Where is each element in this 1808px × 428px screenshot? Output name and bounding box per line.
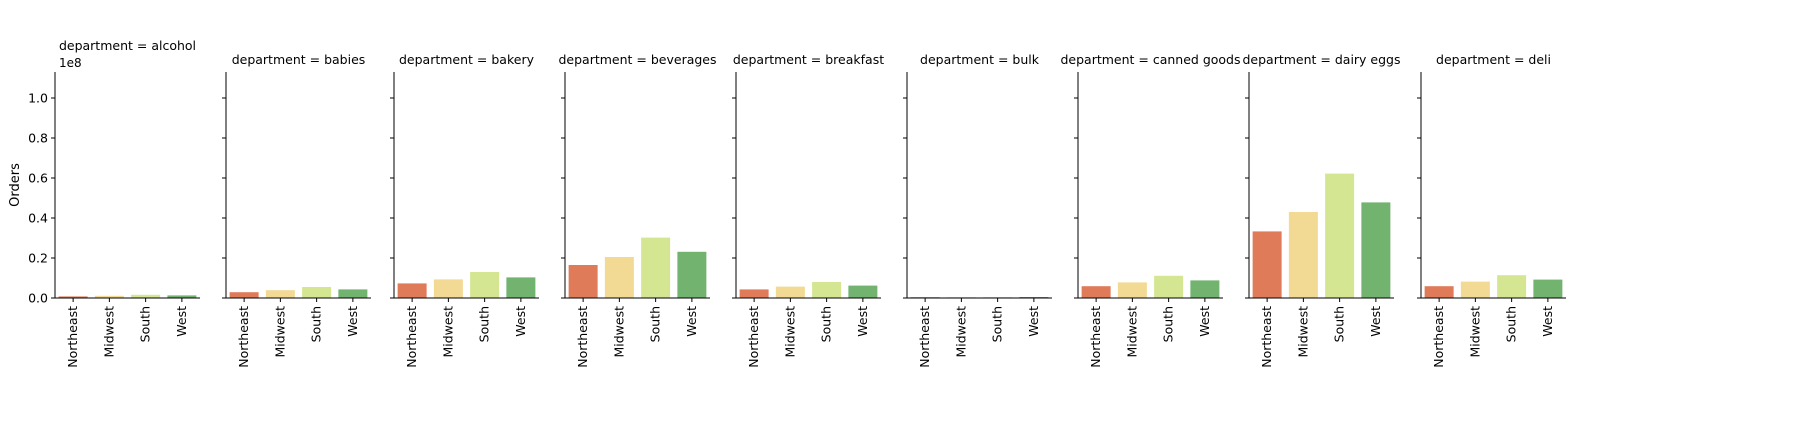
bar — [131, 294, 161, 298]
facet-breakfast: department = breakfast Northeast Midwest So… — [732, 52, 884, 368]
x-tick-label: West — [1540, 306, 1555, 337]
y-tick-label: 0.2 — [28, 251, 48, 266]
bar — [229, 292, 259, 298]
facet-title: department = babies — [232, 52, 366, 67]
bar — [1081, 286, 1111, 298]
x-tick-label: South — [138, 306, 153, 342]
bar — [433, 279, 463, 298]
x-tick-label: South — [819, 306, 834, 342]
facet-babies: department = babies Northeast Midwest South… — [222, 52, 371, 368]
bar — [775, 286, 805, 298]
facet-beverages: department = beverages Northeast Midwest So… — [558, 52, 716, 368]
x-tick-label: South — [648, 306, 663, 342]
x-tick-label: Northeast — [575, 306, 590, 368]
x-tick-label: Midwest — [1295, 306, 1310, 358]
x-tick-label: Northeast — [1259, 306, 1274, 368]
x-tick-label: Midwest — [440, 306, 455, 358]
x-tick-label: South — [477, 306, 492, 342]
bar — [397, 283, 427, 298]
facets: department = alcohol Northeast Midwest Sout… — [28, 38, 1566, 368]
y-tick-label: 0.0 — [28, 291, 48, 306]
bar — [1190, 280, 1220, 298]
x-tick-label: Northeast — [404, 306, 419, 368]
bar — [58, 296, 88, 298]
bar — [1117, 282, 1147, 298]
y-scale-label: 1e8 — [59, 56, 82, 70]
facet-dairy-eggs: department = dairy eggs Northeast Midwest S… — [1242, 52, 1400, 368]
facet-alcohol: department = alcohol Northeast Midwest Sout… — [28, 38, 200, 368]
x-tick-label: Midwest — [1467, 306, 1482, 358]
x-tick-label: Northeast — [65, 306, 80, 368]
bar — [1497, 275, 1527, 298]
y-tick-label: 1.0 — [28, 91, 48, 106]
x-tick-label: Midwest — [953, 306, 968, 358]
bar — [641, 237, 671, 298]
x-tick-label: South — [309, 306, 324, 342]
y-tick-label: 0.4 — [28, 211, 48, 226]
bar — [739, 289, 769, 298]
bar — [677, 251, 707, 298]
x-tick-label: West — [1026, 306, 1041, 337]
facet-title: department = deli — [1436, 52, 1551, 67]
x-tick-label: Midwest — [1124, 306, 1139, 358]
x-tick-label: Northeast — [236, 306, 251, 368]
bar — [470, 272, 500, 298]
x-tick-label: South — [1504, 306, 1519, 342]
bar — [1154, 275, 1184, 298]
facet-title: department = canned goods — [1060, 52, 1240, 67]
x-tick-label: Midwest — [611, 306, 626, 358]
bar — [506, 277, 536, 298]
y-tick-label: 0.6 — [28, 171, 48, 186]
bar — [1288, 212, 1318, 298]
x-tick-label: Northeast — [917, 306, 932, 368]
y-tick-label: 0.8 — [28, 131, 48, 146]
x-tick-label: Northeast — [1088, 306, 1103, 368]
facet-deli: department = deli Northeast Midwest South We… — [1417, 52, 1566, 368]
facet-title: department = bulk — [920, 52, 1040, 67]
facet-title: department = bakery — [399, 52, 535, 67]
bar — [1361, 202, 1391, 298]
x-tick-label: South — [990, 306, 1005, 342]
x-tick-label: South — [1161, 306, 1176, 342]
bar — [1252, 231, 1282, 298]
bar — [1533, 279, 1563, 298]
bar — [568, 265, 598, 298]
x-tick-label: South — [1332, 306, 1347, 342]
facet-canned-goods: department = canned goods Northeast Midwes… — [1060, 52, 1240, 368]
x-tick-label: West — [855, 306, 870, 337]
x-tick-label: West — [513, 306, 528, 337]
facet-bakery: department = bakery Northeast Midwest South… — [390, 52, 539, 368]
facet-title: department = alcohol — [59, 38, 196, 53]
bar — [848, 285, 878, 298]
bar — [302, 287, 332, 298]
bar — [812, 282, 842, 298]
bar — [167, 295, 197, 298]
x-tick-label: West — [174, 306, 189, 337]
x-tick-label: West — [1368, 306, 1383, 337]
bar — [1460, 281, 1490, 298]
x-tick-label: West — [684, 306, 699, 337]
x-tick-label: Northeast — [1431, 306, 1446, 368]
bar — [94, 295, 124, 298]
x-tick-label: Midwest — [272, 306, 287, 358]
x-tick-label: West — [345, 306, 360, 337]
x-tick-label: Midwest — [101, 306, 116, 358]
x-tick-label: Northeast — [746, 306, 761, 368]
bar — [604, 257, 634, 298]
bar — [265, 290, 295, 298]
y-axis-label: Orders — [8, 163, 23, 207]
facet-title: department = beverages — [558, 52, 716, 67]
x-tick-label: West — [1197, 306, 1212, 337]
facet-title: department = breakfast — [733, 52, 884, 67]
bar — [1325, 173, 1355, 298]
x-tick-label: Midwest — [782, 306, 797, 358]
facet-title: department = dairy eggs — [1242, 52, 1400, 67]
bar — [338, 289, 368, 298]
facet-bulk: department = bulk Northeast Midwest South We… — [903, 52, 1052, 368]
bar — [1424, 286, 1454, 298]
